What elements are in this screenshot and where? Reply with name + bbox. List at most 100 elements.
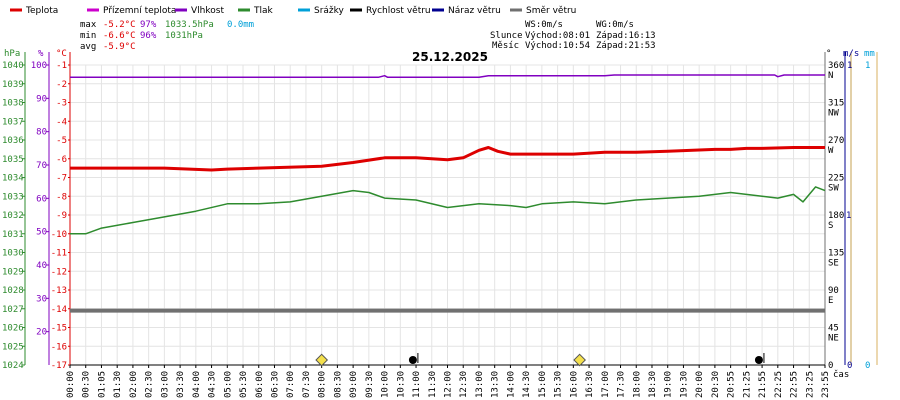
dir-tick-label: 90 (828, 286, 839, 296)
hpa-tick-label: 1038 (2, 99, 24, 109)
dir-tick-label: 360 (828, 61, 844, 71)
wind-gust-text: WG:0m/s (596, 20, 634, 30)
wind-event-dot (408, 356, 417, 364)
legend-label: Přízemní teplota (103, 6, 176, 16)
x-axis-label: čas (833, 369, 849, 380)
temp-tick-label: -3 (56, 99, 67, 109)
x-tick-label: 17:00 (601, 371, 611, 398)
mm-top-label: 1 (865, 61, 870, 71)
dir-tick-label: 135 (828, 249, 844, 259)
ms-top-label: 1 (847, 61, 852, 71)
hpa-tick-label: 1035 (2, 155, 24, 165)
series-lines (70, 74, 826, 313)
x-tick-label: 06:00 (255, 371, 265, 398)
x-tick-label: 16:30 (585, 371, 595, 398)
moonset-text: Západ:21:53 (596, 41, 656, 51)
x-tick-label: 11:30 (428, 371, 438, 398)
dir-compass-label: NW (828, 109, 839, 119)
hpa-tick-label: 1028 (2, 286, 24, 296)
pct-tick-label: 40 (36, 261, 47, 271)
ms-unit: m/s (843, 49, 859, 59)
x-tick-label: 18:30 (648, 371, 658, 398)
x-tick-label: 01:05 (97, 371, 107, 398)
x-tick-label: 10:00 (381, 371, 391, 398)
x-tick-label: 01:30 (113, 371, 123, 398)
x-tick-label: 22:25 (774, 371, 784, 398)
legend: Teplota Přízemní teplota Vlhkost Tlak Srážky… (10, 6, 576, 16)
pct-tick-label: 70 (36, 161, 47, 171)
legend-label: Srážky (314, 6, 345, 16)
temp-tick-label: -14 (51, 305, 67, 315)
stats-temp: -6.6°C (103, 31, 136, 41)
hpa-tick-label: 1027 (2, 305, 24, 315)
hpa-tick-label: 1026 (2, 324, 24, 334)
temp-tick-label: -5 (56, 136, 67, 146)
x-tick-label: 08:00 (318, 371, 328, 398)
temp-tick-label: -13 (51, 286, 67, 296)
mm-unit: mm (864, 49, 875, 59)
pct-tick-label: 20 (36, 328, 47, 338)
temp-tick-label: -8 (56, 192, 67, 202)
x-tick-label: 11:00 (412, 371, 422, 398)
pct-tick-label: 30 (36, 294, 47, 304)
x-tick-label: 15:30 (554, 371, 564, 398)
hpa-tick-label: 1025 (2, 342, 24, 352)
hpa-tick-label: 1037 (2, 117, 24, 127)
x-tick-label: 22:55 (790, 371, 800, 398)
sunrise-text: Východ:08:01 (525, 31, 590, 41)
hpa-tick-label: 1033 (2, 192, 24, 202)
x-tick-label: 15:00 (538, 371, 548, 398)
pct-tick-label: 90 (36, 94, 47, 104)
x-tick-label: 14:30 (522, 371, 532, 398)
x-tick-label: 23:25 (805, 371, 815, 398)
x-tick-label: 05:00 (223, 371, 233, 398)
legend-label: Rychlost větru (366, 6, 431, 16)
moon-marker (573, 353, 586, 367)
x-tick-label: 04:00 (192, 371, 202, 398)
x-tick-label: 20:55 (727, 371, 737, 398)
dir-compass-label: N (828, 71, 833, 81)
dir-tick-label: 270 (828, 136, 844, 146)
pct-tick-label: 80 (36, 128, 47, 138)
pct-tick-label: 60 (36, 194, 47, 204)
x-tick-label: 00:30 (82, 371, 92, 398)
x-tick-label: 04:30 (208, 371, 218, 398)
x-tick-label: 08:30 (333, 371, 343, 398)
temp-tick-label: -16 (51, 342, 67, 352)
dir-compass-label: S (828, 221, 833, 231)
x-tick-label: 06:30 (270, 371, 280, 398)
hpa-tick-label: 1031 (2, 230, 24, 240)
x-tick-label: 19:30 (679, 371, 689, 398)
dir-compass-label: SW (828, 184, 839, 194)
x-tick-label: 07:30 (302, 371, 312, 398)
pct-tick-label: 50 (36, 228, 47, 238)
hpa-tick-label: 1034 (2, 174, 24, 184)
dir-compass-label: NE (828, 334, 839, 344)
chart-title: 25.12.2025 (412, 50, 488, 64)
wind-speed-text: WS:0m/s (525, 20, 563, 30)
ms-mid-label: 1 (846, 211, 851, 221)
stats-humidity: 97% (140, 20, 157, 30)
series-Vlhkost (70, 74, 825, 79)
legend-label: Směr větru (526, 6, 576, 16)
axes: hPa% °C ° m/s mm1024102510261027102810291030… (2, 49, 878, 398)
sun-label: Slunce (490, 31, 523, 41)
x-tick-label: 00:00 (66, 371, 76, 398)
x-tick-label: 10:30 (396, 371, 406, 398)
temp-tick-label: -9 (56, 211, 67, 221)
dir-compass-label: E (828, 296, 833, 306)
dir-unit: ° (826, 49, 831, 59)
x-tick-label: 12:30 (459, 371, 469, 398)
series-Teplota (70, 146, 825, 172)
x-tick-label: 14:00 (506, 371, 516, 398)
temp-tick-label: -11 (51, 249, 67, 259)
temp-tick-label: -15 (51, 324, 67, 334)
temp-tick-label: -10 (51, 230, 67, 240)
sun-marker (315, 353, 329, 367)
x-tick-label: 09:30 (365, 371, 375, 398)
pct-unit: % (38, 49, 44, 59)
mm-bottom-label: 0 (865, 361, 870, 371)
stats-block: max -5.2°C 97% 1033.5hPa 0.0mm min -6.6°C 96% 10… (80, 20, 254, 52)
x-tick-label: 03:30 (176, 371, 186, 398)
legend-label: Náraz větru (448, 6, 501, 16)
